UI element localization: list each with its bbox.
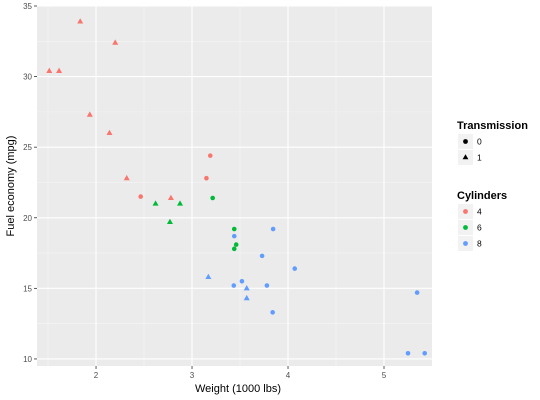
legend-dot-cylinders-6	[463, 225, 468, 230]
data-point-triangle	[167, 194, 174, 200]
data-point-triangle	[106, 129, 113, 136]
data-point-triangle	[205, 273, 212, 280]
data-point-circle	[231, 233, 237, 239]
legend-label-transmission-1: 1	[477, 153, 482, 163]
data-point-circle	[405, 350, 411, 356]
legend-title-cylinders: Cylinders	[457, 190, 507, 202]
data-point-circle	[414, 290, 420, 295]
y-tick-label: 25	[23, 143, 32, 152]
y-tick-label: 35	[23, 2, 32, 11]
data-point-circle	[231, 246, 237, 252]
data-point-circle	[264, 283, 270, 288]
y-tick-label: 30	[23, 73, 32, 82]
data-points	[46, 18, 428, 356]
data-point-triangle	[56, 67, 63, 73]
legend-label-transmission-0: 0	[477, 137, 482, 147]
x-tick-label: 3	[190, 371, 195, 380]
legend-title-transmission: Transmission	[457, 120, 528, 132]
data-point-triangle	[46, 67, 53, 73]
data-point-triangle	[77, 18, 84, 24]
data-point-circle	[231, 283, 237, 288]
x-tick-label: 2	[94, 371, 99, 380]
y-axis-ticks: 10 15 20 25 30 35	[23, 2, 37, 364]
y-tick-label: 10	[23, 355, 32, 364]
data-point-circle	[259, 253, 265, 259]
y-axis-title: Fuel economy (mpg)	[5, 136, 17, 237]
data-point-triangle	[166, 218, 173, 224]
data-point-circle	[231, 226, 237, 232]
data-point-circle	[422, 350, 428, 356]
legend-label-cylinders-6: 6	[477, 223, 482, 233]
data-point-circle	[207, 153, 213, 158]
data-point-circle	[233, 242, 239, 247]
legend-label-cylinders-4: 4	[477, 207, 482, 217]
data-point-circle	[204, 175, 209, 181]
legend-label-cylinders-8: 8	[477, 239, 482, 249]
legend-cylinders: Cylinders 4 6 8	[457, 190, 507, 251]
data-point-circle	[270, 226, 276, 232]
major-gridlines	[37, 5, 432, 366]
x-axis-title: Weight (1000 lbs)	[195, 383, 281, 395]
legend-dot-cylinders-4	[463, 209, 468, 214]
minor-gridlines	[37, 6, 432, 366]
data-point-triangle	[152, 200, 159, 206]
x-tick-label: 4	[286, 371, 291, 380]
y-tick-label: 15	[23, 284, 32, 293]
data-point-triangle	[112, 39, 119, 45]
x-tick-label: 5	[382, 371, 387, 380]
data-point-circle	[239, 278, 245, 284]
legend-triangle-icon	[462, 154, 469, 160]
x-axis-ticks: 2 3 4 5	[94, 366, 387, 380]
data-point-triangle	[243, 285, 250, 291]
y-tick-label: 20	[23, 214, 32, 223]
data-point-triangle	[86, 111, 93, 117]
legend-transmission: Transmission 0 1	[457, 120, 528, 165]
data-point-triangle	[243, 294, 250, 301]
data-point-triangle	[177, 200, 184, 206]
legend-dot-cylinders-8	[463, 241, 468, 246]
data-point-circle	[138, 194, 143, 199]
data-point-circle	[210, 195, 215, 201]
data-point-triangle	[123, 174, 130, 181]
data-point-circle	[292, 266, 298, 271]
plot-panel	[37, 6, 432, 366]
legend-circle-icon	[463, 139, 468, 144]
data-point-circle	[270, 310, 275, 315]
